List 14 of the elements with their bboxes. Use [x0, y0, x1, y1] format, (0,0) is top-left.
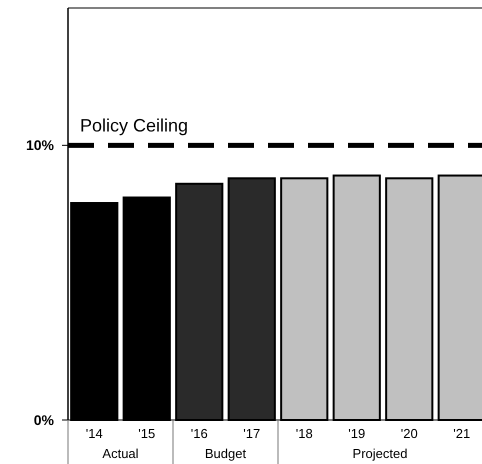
x-tick-label: '20: [400, 426, 418, 441]
text: Budget: [204, 446, 246, 461]
ref-line-label: Policy Ceiling: [80, 115, 188, 136]
x-tick-label: '19: [348, 426, 366, 441]
x-tick-label: '16: [190, 426, 208, 441]
x-tick-label: '17: [243, 426, 260, 441]
y-tick-label: 10%: [26, 137, 55, 154]
x-tick-label: '18: [296, 426, 313, 441]
text: Actual: [102, 446, 139, 461]
text: Projected: [352, 446, 408, 461]
y-tick-label: 0%: [34, 412, 55, 428]
x-tick-label: '14: [86, 426, 103, 441]
x-tick-label: '21: [453, 426, 470, 441]
x-tick-label: '15: [138, 426, 156, 441]
